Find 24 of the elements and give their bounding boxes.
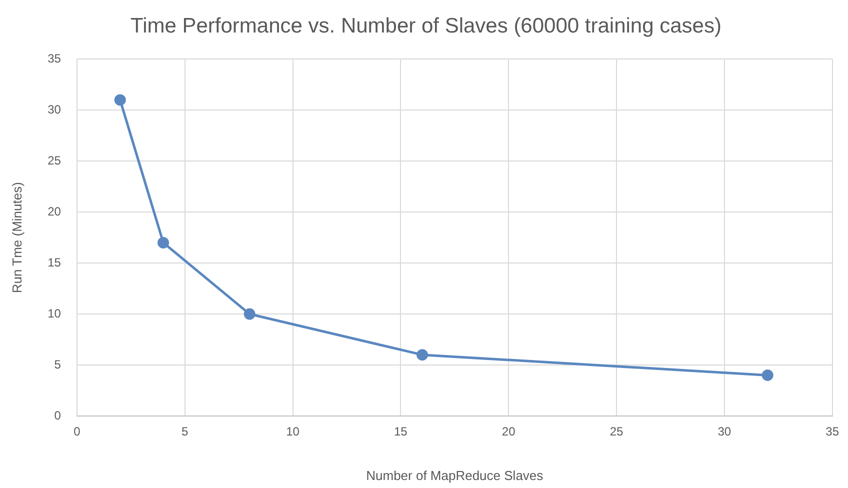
x-tick-label: 35 [826,424,840,439]
x-tick-label: 0 [74,424,81,439]
chart-title: Time Performance vs. Number of Slaves (60000 training cases) [130,14,722,38]
y-tick-label: 20 [48,204,62,218]
y-axis-title: Run Tme (Minutes) [9,182,24,294]
y-tick-label: 15 [48,255,62,270]
y-tick-label: 25 [48,153,62,168]
y-tick-label: 5 [54,357,62,372]
x-tick-label: 20 [502,424,516,439]
y-tick-label: 0 [54,408,62,422]
x-tick-label: 15 [394,424,408,439]
point [762,369,774,381]
point [114,94,126,106]
x-tick-label: 25 [610,424,624,439]
x-tick-label: 30 [718,424,732,439]
x-tick-label: 5 [182,424,189,439]
point [416,349,428,361]
y-tick-label: 35 [48,52,62,66]
x-tick-label: 10 [286,424,300,439]
y-tick-label: 30 [48,102,62,116]
point [158,236,170,248]
point [244,308,256,320]
x-axis-title: Number of MapReduce Slaves [366,468,544,483]
y-tick-label: 10 [48,306,62,320]
